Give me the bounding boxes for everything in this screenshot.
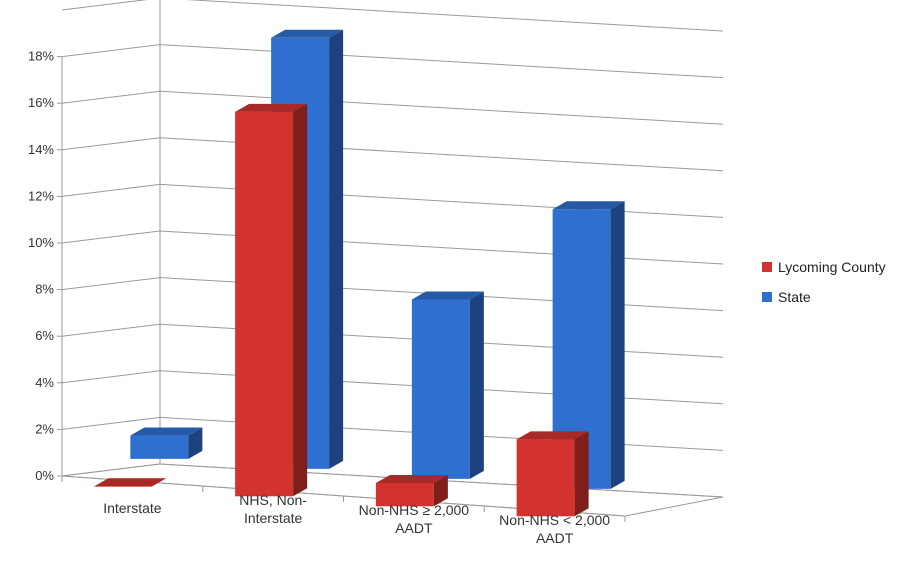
bar-top: [552, 201, 625, 210]
side-gridline: [61, 370, 161, 384]
side-gridline: [61, 277, 161, 291]
bar-top: [130, 427, 203, 436]
y-tick-label: 4%: [35, 375, 54, 390]
bar-front: [130, 435, 189, 459]
bar-top: [235, 103, 308, 112]
bar-side: [610, 201, 625, 489]
back-gridline: [159, 90, 724, 125]
bar-top: [411, 291, 484, 300]
legend: Lycoming County State: [762, 259, 886, 305]
bar-lycoming-county: [516, 431, 589, 517]
bar-side: [329, 29, 344, 469]
side-gridline: [61, 230, 161, 244]
category-label: NHS, Non-Interstate: [239, 492, 307, 526]
bar-front: [516, 439, 575, 517]
side-gridline: [61, 44, 161, 58]
bar-top: [271, 29, 344, 38]
legend-swatch-lycoming: [762, 262, 772, 272]
bar-top: [375, 475, 448, 484]
legend-label-lycoming: Lycoming County: [778, 259, 886, 275]
back-gridline: [159, 44, 724, 79]
back-gridline: [185, 0, 724, 32]
side-gridline: [61, 137, 161, 151]
bar-front: [94, 486, 153, 487]
side-gridline: [61, 90, 161, 104]
bar-state: [411, 291, 484, 479]
legend-label-state: State: [778, 289, 811, 305]
legend-swatch-state: [762, 292, 772, 302]
side-gridline: [61, 323, 161, 337]
y-tick-label: 6%: [35, 328, 54, 343]
y-tick-label: 14%: [28, 142, 54, 157]
category-label: Interstate: [103, 500, 162, 516]
bar-front: [235, 111, 294, 497]
bar-top: [94, 478, 167, 487]
bars: [94, 29, 625, 517]
bar-side: [188, 427, 203, 459]
side-gridline: [61, 0, 148, 11]
bar-side: [469, 291, 484, 479]
bar-side: [433, 475, 448, 507]
bar-side: [293, 103, 308, 497]
bar-side: [574, 431, 589, 517]
bar-state: [130, 427, 203, 459]
side-gridline: [61, 183, 161, 197]
y-tick-label: 18%: [28, 49, 54, 64]
bar-lycoming-county: [94, 478, 167, 487]
bar-lycoming-county: [375, 475, 448, 507]
side-gridline: [61, 416, 161, 430]
bar-front: [375, 483, 434, 507]
y-tick-label: 8%: [35, 282, 54, 297]
y-tick-label: 16%: [28, 95, 54, 110]
y-tick-label: 0%: [35, 468, 54, 483]
bar-top: [516, 431, 589, 440]
y-tick-label: 2%: [35, 421, 54, 436]
y-tick-label: 12%: [28, 188, 54, 203]
category-label: Non-NHS < 2,000 AADT: [499, 512, 610, 546]
y-tick-label: 10%: [28, 235, 54, 250]
bar-front: [411, 299, 470, 479]
category-label: Non-NHS ≥ 2,000 AADT: [359, 502, 470, 536]
bar-lycoming-county: [235, 103, 308, 497]
axis-labels: 0% 2% 4% 6% 8% 10% 12% 14% 16% 18% Interstate NHS, …: [28, 49, 610, 546]
